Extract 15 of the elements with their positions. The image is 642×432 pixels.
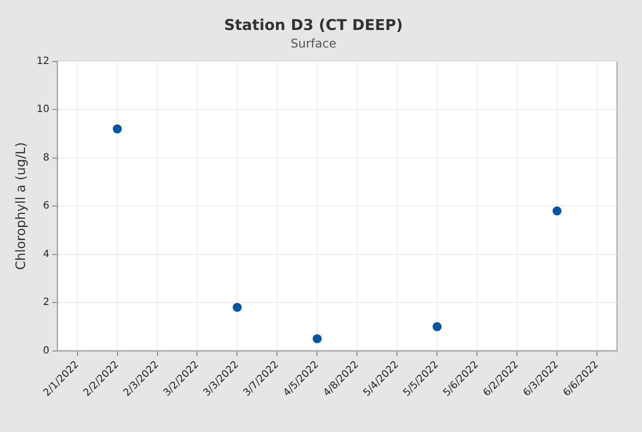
y-tick-label: 2 [42, 297, 50, 308]
chart-subtitle: Surface [290, 36, 336, 50]
y-tick-label: 0 [42, 345, 50, 356]
y-tick-label: 4 [42, 248, 50, 260]
y-tick-label: 8 [42, 152, 50, 164]
y-axis-title: Chlorophyll a (ug/L) [14, 142, 30, 270]
point [312, 334, 322, 344]
y-tick-label: 12 [36, 56, 50, 67]
y-tick-label: 6 [42, 200, 50, 212]
y-tick-label: 10 [36, 104, 50, 116]
point [232, 302, 242, 312]
chart-title: Station D3 (CT DEEP) [224, 16, 403, 34]
point [112, 124, 122, 134]
point [552, 206, 562, 216]
point [432, 322, 442, 332]
